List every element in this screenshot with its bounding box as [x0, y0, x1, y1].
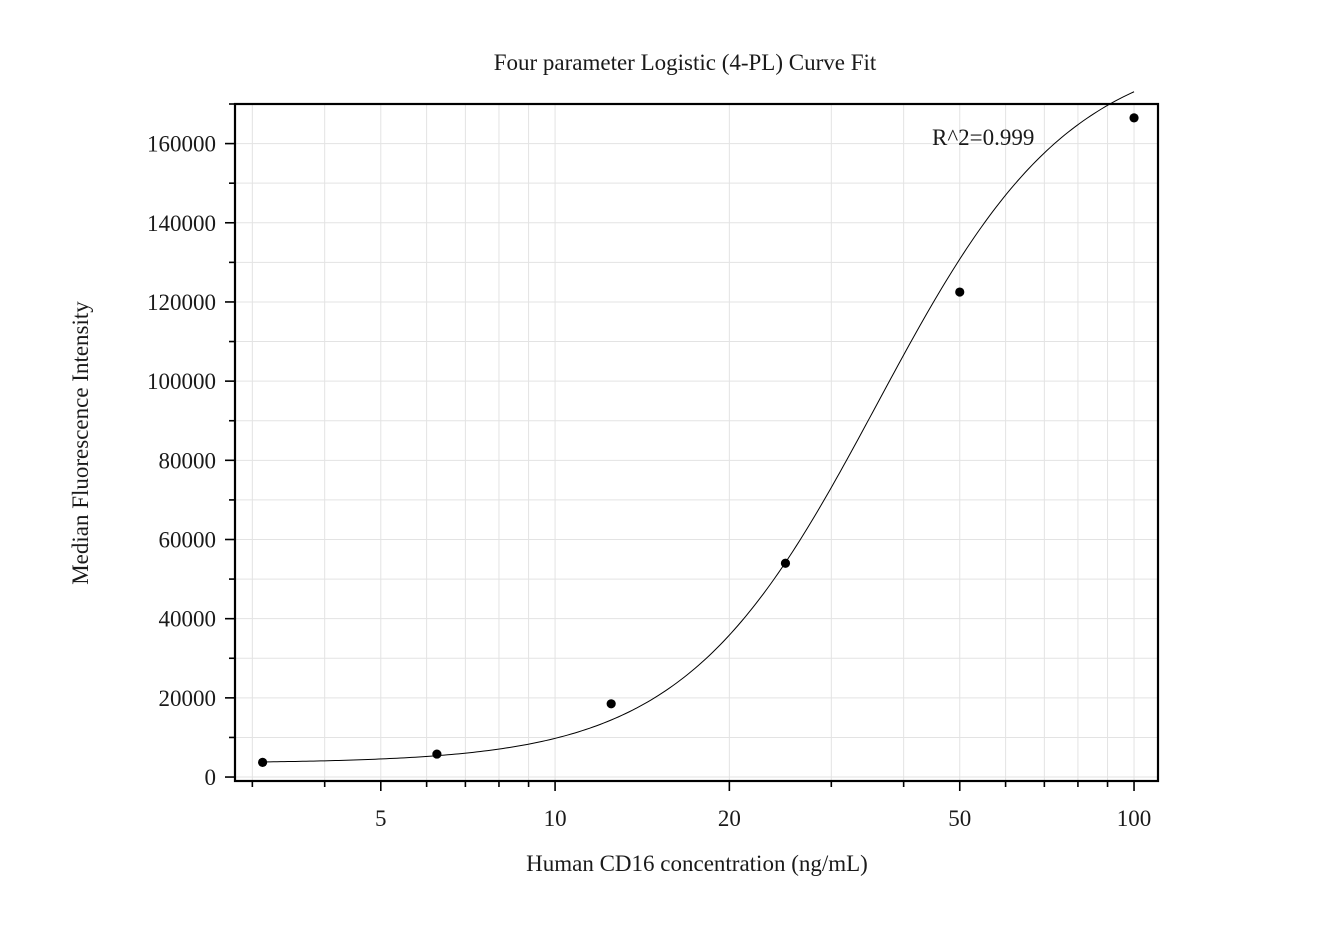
x-axis-tick-labels: 5 10 20 50 100 — [375, 806, 1151, 831]
y-tick-label: 140000 — [147, 211, 216, 236]
y-axis-ticks — [225, 103, 235, 778]
y-tick-label: 40000 — [159, 607, 217, 632]
x-tick-label: 10 — [544, 806, 567, 831]
y-tick-label: 80000 — [159, 448, 217, 473]
data-point — [258, 757, 268, 767]
x-tick-label: 5 — [375, 806, 387, 831]
x-tick-label: 100 — [1117, 806, 1152, 831]
x-axis-label: Human CD16 concentration (ng/mL) — [526, 851, 868, 876]
y-tick-label: 120000 — [147, 290, 216, 315]
r-squared-annotation: R^2=0.999 — [932, 125, 1034, 150]
y-tick-label: 160000 — [147, 132, 216, 157]
y-axis-label: Median Fluorescence Intensity — [68, 301, 93, 585]
fit-curve-layer — [262, 91, 1135, 763]
data-point — [432, 749, 442, 759]
data-point — [780, 558, 791, 568]
plot-frame — [233, 102, 1160, 783]
x-axis-ticks — [251, 781, 1135, 791]
data-point — [606, 699, 616, 709]
fit-curve — [262, 91, 1135, 763]
data-point — [955, 287, 965, 297]
y-tick-label: 60000 — [159, 527, 217, 552]
y-axis-tick-labels: 0 20000 40000 60000 80000 100000 120000 140000 1… — [147, 132, 216, 790]
y-tick-label: 0 — [205, 765, 217, 790]
x-tick-label: 20 — [718, 806, 741, 831]
chart-title: Four parameter Logistic (4-PL) Curve Fit — [494, 50, 877, 75]
data-point — [1129, 113, 1139, 123]
y-tick-label: 20000 — [159, 686, 217, 711]
grid — [235, 103, 1158, 781]
data-points — [258, 113, 1139, 767]
x-tick-label: 50 — [948, 806, 971, 831]
y-tick-label: 100000 — [147, 369, 216, 394]
